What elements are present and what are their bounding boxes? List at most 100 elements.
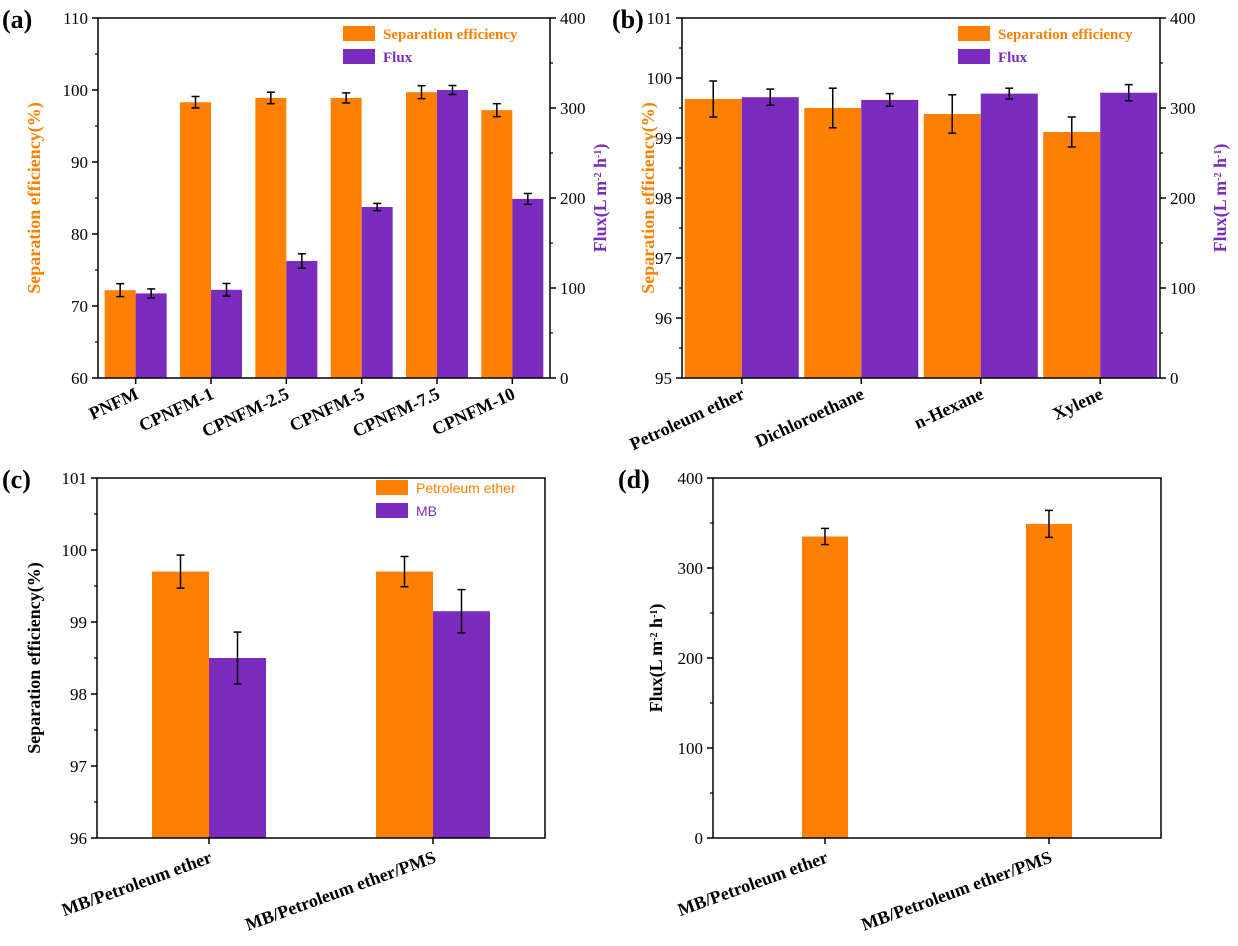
chart-panel-3: (d) 0 100 200 300 400 MB/Petroleum ether MB/Pet… xyxy=(618,465,1162,935)
legend-swatch xyxy=(343,26,375,41)
bar-purple xyxy=(741,97,799,378)
y2-tick-label: 300 xyxy=(1170,99,1196,118)
bar-purple xyxy=(437,90,468,378)
x-tick-label: MB/Petroleum ether/PMS xyxy=(243,847,439,935)
chart-panel-0: (a) 60 70 80 90 100 110 0 100 200 300 400 PNFM CPNFM-… xyxy=(2,5,611,441)
bar-purple xyxy=(433,611,490,838)
chart-panel-1: (b) 95 96 97 98 99 100 101 0 100 200 300 400 Petroleu… xyxy=(612,5,1231,454)
bar-orange xyxy=(802,536,848,838)
bar-orange xyxy=(804,108,862,378)
label-text: h xyxy=(590,158,610,173)
y2-tick-label: 400 xyxy=(560,9,586,28)
bar-orange xyxy=(923,114,981,378)
y-tick-label: 95 xyxy=(655,369,672,388)
y2-tick-label: 100 xyxy=(560,279,586,298)
x-tick-label: Petroleum ether xyxy=(626,383,747,454)
bar-purple xyxy=(209,658,266,838)
legend-swatch xyxy=(376,480,408,495)
bar-purple xyxy=(1100,92,1158,378)
bar-orange xyxy=(104,290,136,378)
panel-letter: (b) xyxy=(612,5,644,34)
label-text: ) xyxy=(1210,144,1231,150)
label-text: ) xyxy=(646,604,667,610)
y-tick-label: 70 xyxy=(71,297,88,316)
y-tick-label: 110 xyxy=(63,9,88,28)
y2-tick-label: 200 xyxy=(1170,189,1196,208)
y-axis-label: Separation efficiency(%) xyxy=(24,102,45,293)
bar-orange xyxy=(376,571,433,838)
x-tick-label: Dichloroethane xyxy=(752,383,867,451)
bar-purple xyxy=(286,261,318,378)
y-tick-label: 98 xyxy=(70,685,87,704)
y2-axis-label: Flux(L m-2 h-1) xyxy=(590,144,611,253)
x-tick-label: n-Hexane xyxy=(911,383,987,432)
y-tick-label: 100 xyxy=(678,739,704,758)
label-text: Flux(L m xyxy=(590,181,611,253)
legend-swatch xyxy=(376,503,408,518)
legend-swatch xyxy=(343,49,375,64)
bar-orange xyxy=(1026,523,1072,838)
label-text: ) xyxy=(590,144,611,150)
label-superscript: -2 xyxy=(593,173,604,181)
panel-letter: (a) xyxy=(2,5,32,34)
bar-orange xyxy=(406,92,437,378)
y-axis-label: Flux(L m-2 h-1) xyxy=(646,604,667,713)
label-superscript: -1 xyxy=(593,150,604,158)
bar-orange xyxy=(330,97,362,379)
legend-label: Petroleum ether xyxy=(416,480,516,496)
y-tick-label: 97 xyxy=(70,757,88,776)
label-text: Flux(L m xyxy=(646,641,667,713)
y-tick-label: 200 xyxy=(678,649,704,668)
legend-swatch xyxy=(958,49,990,64)
legend-label: Flux xyxy=(383,50,413,66)
panel-letter: (c) xyxy=(2,465,31,494)
y-tick-label: 99 xyxy=(70,613,87,632)
y2-tick-label: 0 xyxy=(1170,369,1179,388)
label-text: h xyxy=(646,618,666,633)
y-tick-label: 80 xyxy=(71,225,88,244)
bar-purple xyxy=(135,293,167,378)
y-tick-label: 100 xyxy=(647,69,673,88)
x-tick-label: MB/Petroleum ether xyxy=(675,847,830,920)
y-tick-label: 0 xyxy=(695,829,704,848)
y-axis-label: Separation efficiency(%) xyxy=(24,562,45,753)
y2-tick-label: 300 xyxy=(560,99,586,118)
y-tick-label: 101 xyxy=(62,469,88,488)
label-text: h xyxy=(1210,158,1230,173)
y2-tick-label: 200 xyxy=(560,189,586,208)
y-tick-label: 60 xyxy=(71,369,88,388)
bar-purple xyxy=(211,289,242,378)
y-tick-label: 400 xyxy=(678,469,704,488)
y-tick-label: 97 xyxy=(655,249,673,268)
x-tick-label: MB/Petroleum ether xyxy=(59,847,214,920)
y-axis-label: Separation efficiency(%) xyxy=(638,102,659,293)
x-tick-label: Xylene xyxy=(1049,383,1105,424)
y2-tick-label: 100 xyxy=(1170,279,1196,298)
y-tick-label: 100 xyxy=(62,541,88,560)
y-tick-label: 100 xyxy=(63,81,89,100)
y-tick-label: 98 xyxy=(655,189,672,208)
bar-purple xyxy=(361,207,393,378)
label-text: Flux(L m xyxy=(1210,181,1231,253)
panel-letter: (d) xyxy=(618,465,650,494)
label-superscript: -2 xyxy=(649,633,660,641)
x-tick-label: CPNFM-7.5 xyxy=(350,383,443,441)
y-tick-label: 300 xyxy=(678,559,704,578)
x-tick-label: CPNFM-10 xyxy=(429,383,518,439)
label-superscript: -2 xyxy=(1213,173,1224,181)
x-tick-label: MB/Petroleum ether/PMS xyxy=(859,847,1055,935)
x-tick-label: CPNFM-2.5 xyxy=(199,383,292,441)
y-tick-label: 90 xyxy=(71,153,88,172)
bar-purple xyxy=(512,198,544,378)
y2-axis-label: Flux(L m-2 h-1) xyxy=(1210,144,1231,253)
bar-orange xyxy=(255,97,287,379)
y2-tick-label: 0 xyxy=(560,369,569,388)
legend-label: Separation efficiency xyxy=(383,27,518,43)
chart-panel-2: (c) 96 97 98 99 100 101 MB/Petroleum ether MB/Pe… xyxy=(2,465,546,935)
bar-orange xyxy=(152,571,209,838)
bar-orange xyxy=(684,99,742,378)
bar-purple xyxy=(861,99,919,379)
bar-orange xyxy=(1043,132,1101,378)
y-tick-label: 99 xyxy=(655,129,672,148)
